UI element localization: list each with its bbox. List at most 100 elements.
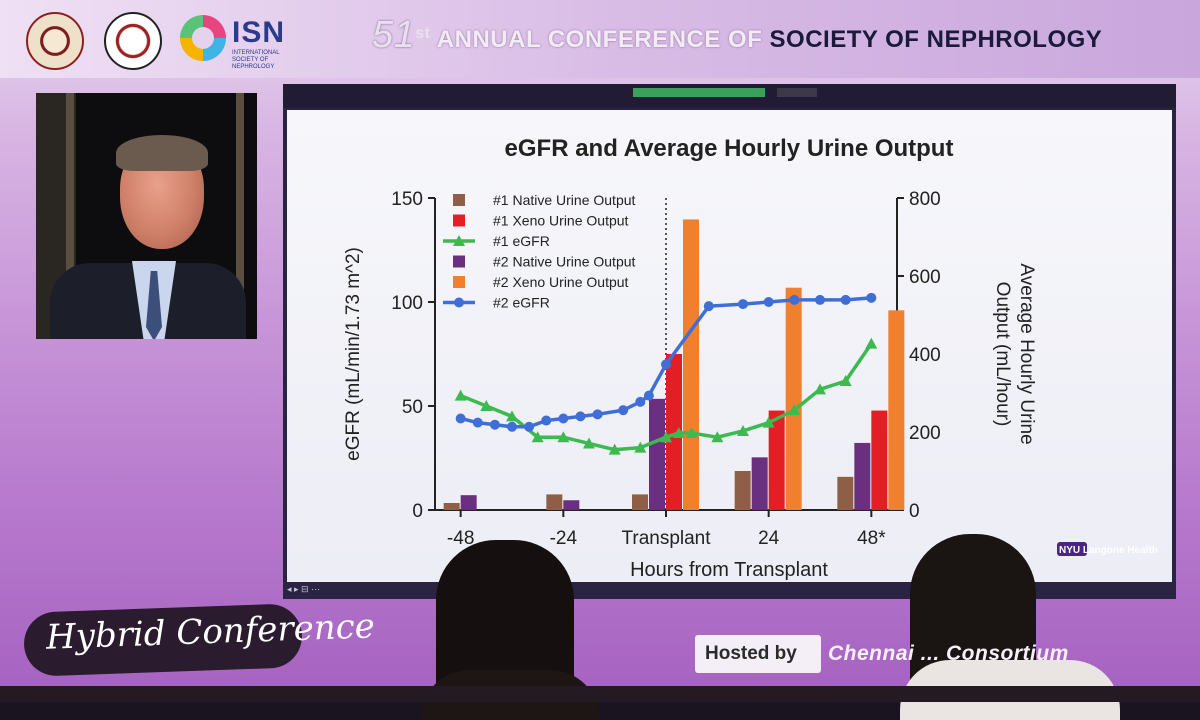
point--2-egfr [507,421,517,432]
point--2-egfr [472,417,483,428]
bar--1-native-urine-output [546,494,563,510]
point--2-egfr [643,390,654,401]
conference-title: 51st ANNUAL CONFERENCE OF SOCIETY OF NEP… [372,14,1102,57]
point--1-egfr [839,375,852,387]
speaker-background-post [66,93,74,339]
point--1-egfr [660,431,672,443]
y-left-tick-label: 100 [391,293,423,314]
x-axis-label: Hours from Transplant [630,559,828,581]
point--2-egfr [635,396,646,407]
point--1-egfr [672,427,685,439]
legend-label--1-native-urine-output: #1 Native Urine Output [493,192,636,208]
point--2-egfr [703,301,714,312]
point--2-egfr [815,294,825,305]
y-right-tick-label: 200 [909,423,941,444]
isn-logo-text: ISN [232,16,286,49]
conference-number: 51 [372,14,416,56]
screen-share-bar [283,84,1176,108]
point--2-egfr [541,415,552,426]
conference-title-light: ANNUAL CONFERENCE OF [436,26,763,53]
bar--2-native-urine-output [854,442,871,510]
x-tick-label: Transplant [621,528,711,549]
y-right-tick-label: 400 [909,345,941,366]
legend-label--1-xeno-urine-output: #1 Xeno Urine Output [493,213,629,229]
point--2-egfr [840,294,851,305]
chart-title: eGFR and Average Hourly Urine Output [505,135,954,162]
projected-screen: ISN INTERNATIONAL SOCIETY OF NEPHROLOGY … [0,0,1200,702]
point--1-egfr [480,400,493,411]
y-left-tick-label: 50 [402,397,423,418]
point--1-egfr [762,416,775,428]
point--2-egfr [524,421,535,432]
view-options-button[interactable] [777,88,817,97]
y-left-tick-label: 150 [391,189,423,210]
point--1-egfr [583,437,595,449]
bar--1-native-urine-output [837,476,854,510]
point--1-egfr [814,383,826,395]
y-right-tick-label: 800 [909,189,941,210]
point--2-egfr [789,294,800,305]
point--2-egfr [489,419,500,430]
conference-title-dark: SOCIETY OF NEPHROLOGY [769,26,1103,53]
x-tick-label: 48* [857,528,886,549]
bar--2-native-urine-output [751,457,768,510]
chart-slide: NYU Langone Health eGFR and Average Hour… [287,110,1172,582]
point--1-egfr [711,431,724,443]
point--2-egfr [618,405,629,416]
point--1-egfr [685,427,698,439]
legend-label--1-egfr: #1 eGFR [493,233,550,249]
legend-marker--2-egfr [454,297,464,308]
point--1-egfr [788,404,801,416]
point--1-egfr [865,337,878,349]
shared-slide-window: NYU Langone Health eGFR and Average Hour… [283,84,1176,599]
point--1-egfr [737,424,749,436]
conference-suffix: st [415,25,431,42]
point--1-egfr [531,431,544,443]
isn-logo-icon [180,15,226,61]
x-tick-label: -24 [550,528,578,549]
hosted-by-label: Hosted by [705,643,797,664]
y-right-tick-label: 0 [909,501,920,522]
speaker-video [36,93,257,339]
screen-share-indicator[interactable] [633,88,765,97]
bar--1-native-urine-output [443,502,460,510]
bar--2-native-urine-output [460,495,477,510]
legend-label--2-xeno-urine-output: #2 Xeno Urine Output [493,274,629,290]
legend-swatch--2-xeno-urine-output [453,276,465,288]
legend-swatch--2-native-urine-output [453,255,465,268]
speaker-background-post [236,93,244,339]
x-tick-label: 24 [758,528,780,549]
line--1-egfr [460,342,873,452]
bar--2-native-urine-output [649,398,665,510]
legend-swatch--1-xeno-urine-output [453,214,465,227]
point--1-egfr [506,410,518,422]
point--2-egfr [661,359,671,370]
nyu-langone-logo: NYU Langone Health [1057,542,1158,556]
host-name: Chennai ... Consortium [828,642,1069,665]
isn-logo-subtext: INTERNATIONAL SOCIETY OF NEPHROLOGY [232,50,280,70]
point--1-egfr [557,431,570,443]
x-tick-label: -48 [447,528,474,549]
point--1-egfr [608,443,621,455]
point--2-egfr [763,297,774,307]
legend-swatch--1-native-urine-output [453,194,465,206]
nyu-logo-mark [1057,542,1087,556]
bar--2-xeno-urine-output [888,310,905,510]
y-axis-left-label: eGFR (mL/min/1.73 m^2) [343,247,364,461]
y-left-tick-label: 0 [412,501,423,522]
nyu-logo-text: NYU Langone Health [1059,545,1158,556]
slide-controls[interactable]: ◂ ▸ ⊟ ⋯ [287,584,321,594]
y-axis-right-label-line1: Average Hourly Urine [1016,263,1037,444]
point--2-egfr [455,413,466,424]
point--2-egfr [592,409,603,420]
legend-marker--1-egfr [453,235,465,246]
y-axis-right-label-line2: Output (mL/hour) [992,282,1013,427]
hosted-by-box [695,635,821,673]
conference-banner: ISN INTERNATIONAL SOCIETY OF NEPHROLOGY … [0,0,1200,78]
point--2-egfr [558,413,569,424]
speaker-tie [146,271,162,339]
chart: NYU Langone Health eGFR and Average Hour… [343,135,1158,581]
legend-label--2-egfr: #2 eGFR [493,295,550,311]
bar--1-native-urine-output [734,471,751,510]
bar--2-native-urine-output [563,500,580,510]
